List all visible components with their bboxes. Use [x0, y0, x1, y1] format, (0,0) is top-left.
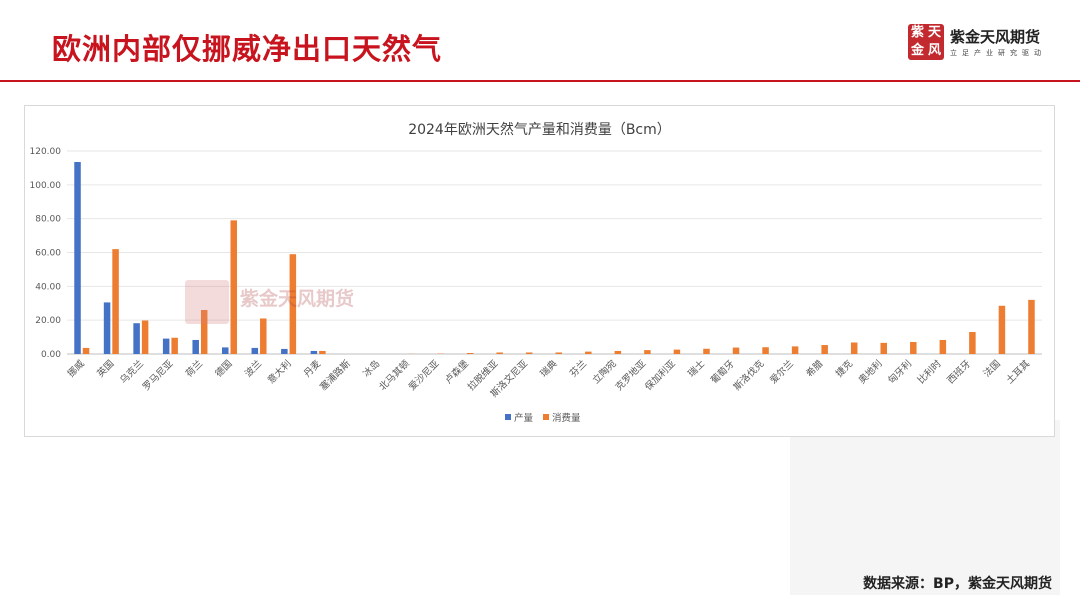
- x-tick-label: 比利时: [915, 357, 944, 386]
- x-tick-label: 瑞士: [685, 357, 707, 379]
- bar-consumption: [525, 352, 533, 354]
- bar-production: [310, 350, 318, 354]
- bar-consumption: [644, 350, 651, 354]
- y-tick-label: 100.00: [30, 181, 62, 191]
- bar-consumption: [998, 305, 1006, 354]
- x-tick-label: 荷兰: [183, 358, 205, 380]
- bar-consumption: [289, 254, 297, 354]
- bar-consumption: [260, 318, 267, 354]
- x-tick-label: 芬兰: [567, 358, 589, 380]
- x-tick-label: 希腊: [804, 357, 826, 379]
- bar-consumption: [585, 351, 592, 354]
- watermark-text: 紫金天风期货: [240, 288, 355, 310]
- bar-production: [162, 338, 170, 354]
- legend-swatch: [543, 414, 549, 420]
- company-logo: 紫 天 金 风 紫金天风期货 立足产业研究驱动: [908, 22, 1058, 66]
- bar-consumption: [466, 352, 474, 354]
- x-tick-label: 乌克兰: [117, 358, 146, 387]
- y-tick-label: 0.00: [41, 350, 61, 360]
- x-tick-label: 法国: [981, 358, 1003, 380]
- y-tick-label: 20.00: [35, 316, 61, 326]
- bar-consumption: [821, 345, 828, 354]
- x-tick-label: 立陶宛: [590, 357, 619, 386]
- legend-label: 产量: [514, 412, 534, 424]
- bar-consumption: [1028, 299, 1035, 354]
- x-tick-label: 爱沙尼亚: [406, 357, 442, 393]
- background-seal-watermark: [790, 420, 1060, 595]
- bar-consumption: [939, 339, 947, 354]
- x-tick-label: 罗马尼亚: [141, 358, 176, 393]
- bar-consumption: [850, 342, 858, 354]
- logo-seal-char: 金: [910, 43, 924, 58]
- legend-swatch: [505, 414, 511, 420]
- x-tick-label: 北马其顿: [377, 357, 413, 393]
- x-tick-label: 德国: [213, 358, 235, 380]
- x-tick-label: 土耳其: [1004, 357, 1033, 386]
- x-tick-label: 冰岛: [360, 358, 382, 380]
- x-tick-label: 保加利亚: [642, 357, 678, 393]
- bar-production: [74, 161, 81, 354]
- x-tick-label: 瑞典: [538, 357, 560, 379]
- x-tick-label: 英国: [95, 358, 117, 380]
- bar-consumption: [496, 352, 503, 354]
- watermark-seal: [185, 280, 229, 324]
- bar-production: [192, 339, 199, 354]
- legend-label: 消费量: [552, 412, 581, 424]
- bar-production: [222, 347, 229, 354]
- y-tick-label: 40.00: [35, 282, 61, 292]
- logo-subtitle: 立足产业研究驱动: [950, 49, 1046, 57]
- bar-consumption: [141, 320, 149, 354]
- bar-consumption: [910, 341, 917, 354]
- y-tick-label: 80.00: [35, 215, 61, 225]
- x-tick-label: 奥地利: [856, 358, 885, 387]
- bar-chart: 0.00 20.00 40.00 60.00 80.00 100.00 120.00 挪威 英国…: [30, 147, 1042, 424]
- y-tick-label: 120.00: [30, 147, 62, 157]
- x-tick-label: 葡萄牙: [708, 358, 737, 387]
- title-divider: [0, 80, 1080, 82]
- bar-consumption: [762, 347, 769, 354]
- data-source: 数据来源：BP，紫金天风期货: [863, 576, 1052, 592]
- bar-production: [281, 348, 288, 354]
- x-tick-label: 卢森堡: [442, 357, 471, 386]
- logo-seal: 紫 天 金 风: [908, 24, 944, 60]
- bar-consumption: [82, 347, 90, 354]
- logo-seal-char: 天: [927, 25, 941, 40]
- bar-consumption: [230, 220, 237, 354]
- chart-frame: 2024年欧洲天然气产量和消费量（Bcm） 0.00 20.00 40.00 60.0…: [24, 105, 1055, 437]
- x-tick-label: 斯洛伐克: [731, 357, 767, 393]
- logo-seal-char: 紫: [910, 25, 924, 40]
- x-tick-label: 丹麦: [301, 357, 323, 379]
- logo-seal-char: 风: [927, 43, 941, 58]
- bar-consumption: [614, 350, 622, 354]
- bar-consumption: [200, 310, 208, 354]
- x-tick-label: 匈牙利: [886, 358, 915, 387]
- x-tick-label: 捷克: [833, 357, 855, 379]
- x-tick-label: 波兰: [242, 358, 264, 380]
- bar-consumption: [969, 332, 976, 354]
- logo-watermark: 紫金天风期货: [185, 280, 395, 330]
- bar-consumption: [112, 249, 119, 354]
- x-tick-label: 挪威: [65, 357, 87, 379]
- y-tick-label: 60.00: [35, 249, 61, 259]
- bar-consumption: [732, 347, 740, 354]
- logo-name: 紫金天风期货: [950, 28, 1041, 46]
- bar-consumption: [673, 349, 681, 354]
- bar-production: [251, 347, 259, 354]
- x-tick-label: 塞浦路斯: [317, 357, 353, 393]
- bar-consumption: [703, 348, 710, 354]
- bar-production: [133, 323, 140, 354]
- bar-consumption: [880, 342, 887, 354]
- x-tick-label: 爱尔兰: [767, 358, 796, 387]
- page-title: 欧洲内部仅挪威净出口天然气: [52, 32, 443, 66]
- x-tick-label: 意大利: [265, 358, 294, 387]
- bar-consumption: [319, 350, 326, 354]
- x-tick-label: 克罗地亚: [613, 357, 649, 393]
- bar-consumption: [171, 337, 178, 354]
- bar-consumption: [791, 346, 799, 354]
- x-tick-label: 西班牙: [945, 358, 974, 387]
- bar-production: [103, 302, 111, 354]
- bar-consumption: [555, 352, 562, 354]
- chart-title: 2024年欧洲天然气产量和消费量（Bcm）: [408, 122, 671, 138]
